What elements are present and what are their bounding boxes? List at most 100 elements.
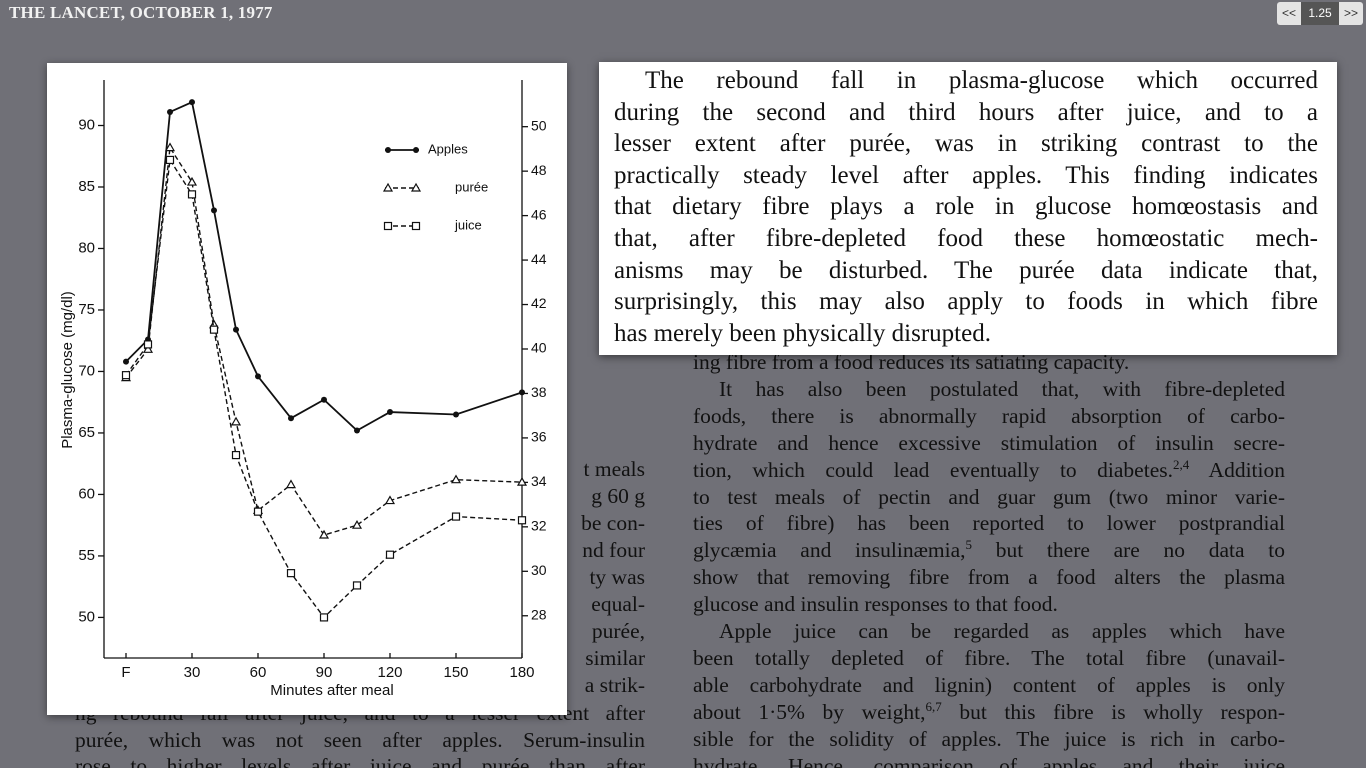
text-run: tion, which could lead eventually to dia… bbox=[693, 457, 1173, 482]
text-run: Addition bbox=[1189, 457, 1285, 482]
text-line: show that removing fibre from a food alt… bbox=[693, 565, 1285, 590]
prev-button[interactable]: << bbox=[1277, 2, 1301, 25]
y-tick-label: 85 bbox=[78, 178, 95, 195]
callout-line: has merely been physically disrupted. bbox=[614, 319, 991, 347]
point bbox=[321, 396, 327, 403]
y-axis-label: Plasma-glucose (mg/dl) bbox=[59, 291, 76, 449]
y2-tick-label: 36 bbox=[531, 429, 547, 445]
point bbox=[354, 427, 360, 434]
legend-marker bbox=[383, 221, 393, 231]
point bbox=[209, 325, 219, 334]
point bbox=[230, 416, 242, 426]
legend-marker bbox=[385, 147, 391, 153]
text-line: t meals bbox=[583, 457, 646, 481]
y2-tick-label: 38 bbox=[531, 384, 547, 400]
zoom-level: 1.25 bbox=[1301, 2, 1339, 25]
point bbox=[187, 190, 197, 199]
text-line: equal- bbox=[591, 592, 645, 616]
callout-line: anisms may be disturbed. The purée data … bbox=[614, 256, 1318, 284]
callout-line: that, after fibre-depleted food these ho… bbox=[614, 225, 1318, 252]
y-tick-label: 50 bbox=[78, 608, 95, 625]
text-line: glucose and insulin responses to that fo… bbox=[693, 592, 1058, 617]
y2-tick-label: 34 bbox=[531, 473, 547, 489]
legend-marker bbox=[410, 182, 422, 192]
point bbox=[253, 507, 263, 516]
text-run: about 1·5% by weight, bbox=[693, 699, 926, 724]
point bbox=[285, 479, 297, 489]
point bbox=[286, 569, 296, 578]
point bbox=[352, 581, 362, 590]
point bbox=[167, 108, 173, 115]
y2-tick-label: 48 bbox=[531, 162, 547, 178]
point bbox=[318, 529, 330, 539]
figure: Minutes after meal Plasma-glucose (mg/dl… bbox=[47, 63, 567, 715]
y2-tick-label: 46 bbox=[531, 206, 547, 222]
point bbox=[189, 99, 195, 106]
point bbox=[319, 613, 329, 622]
y2-tick-label: 44 bbox=[531, 251, 547, 267]
point bbox=[121, 371, 131, 380]
point bbox=[255, 373, 261, 380]
text-line: purée, which was not seen after apples. … bbox=[75, 727, 645, 752]
callout-line: lesser extent after purée, was in striki… bbox=[614, 130, 1318, 158]
callout: The rebound fall in plasma-glucose which… bbox=[599, 62, 1337, 355]
text-line: foods, there is abnormally rapid absorpt… bbox=[693, 403, 1285, 428]
text-run: glycæmia and insulinæmia, bbox=[693, 538, 966, 563]
series-line bbox=[125, 145, 523, 536]
text-run: but there are no data to bbox=[972, 538, 1285, 563]
chart: Minutes after meal Plasma-glucose (mg/dl… bbox=[59, 80, 547, 699]
zoom-control: << 1.25 >> bbox=[1277, 2, 1363, 25]
point bbox=[387, 409, 393, 416]
legend-marker bbox=[382, 182, 394, 192]
callout-line: The rebound fall in plasma-glucose which… bbox=[645, 67, 1318, 94]
y-tick-label: 70 bbox=[78, 362, 95, 379]
text-line: similar bbox=[585, 646, 645, 670]
legend-marker bbox=[413, 147, 419, 153]
text-line: tion, which could lead eventually to dia… bbox=[693, 457, 1285, 484]
y-tick-label: 60 bbox=[78, 485, 95, 502]
point bbox=[186, 176, 198, 186]
point bbox=[211, 207, 217, 214]
x-axis-label: Minutes after meal bbox=[270, 682, 393, 699]
y-tick-label: 90 bbox=[78, 116, 95, 133]
x-tick-label: 60 bbox=[250, 664, 267, 681]
legend-label: purée bbox=[455, 179, 488, 194]
legend-marker bbox=[411, 221, 421, 231]
y-tick-label: 80 bbox=[78, 239, 95, 256]
callout-line: practically steady level after apples. T… bbox=[614, 161, 1318, 189]
callout-line: that dietary fibre plays a role in gluco… bbox=[614, 193, 1318, 221]
text-line: be con- bbox=[581, 511, 645, 535]
point bbox=[517, 516, 527, 525]
footnote-ref: 2,4 bbox=[1173, 456, 1190, 472]
text-line: glycæmia and insulinæmia,5 but there are… bbox=[693, 537, 1285, 564]
text-line: rose to higher levels after juice and pu… bbox=[75, 754, 645, 768]
point bbox=[123, 358, 129, 365]
point bbox=[516, 476, 528, 486]
y2-tick-label: 28 bbox=[531, 606, 547, 622]
y2-tick-label: 42 bbox=[531, 295, 547, 311]
text-line: nd four bbox=[582, 538, 645, 562]
y2-tick-label: 50 bbox=[531, 117, 547, 133]
journal-header: THE LANCET, OCTOBER 1, 1977 bbox=[9, 3, 273, 22]
text-line: able carbohydrate and lignin) content of… bbox=[693, 672, 1285, 697]
point bbox=[142, 344, 154, 353]
y2-tick-label: 40 bbox=[531, 340, 547, 356]
point bbox=[288, 415, 294, 422]
next-button[interactable]: >> bbox=[1339, 2, 1363, 25]
x-tick-label: 180 bbox=[509, 664, 534, 681]
callout-line: surprisingly, this may also apply to foo… bbox=[614, 288, 1318, 316]
x-tick-label: 90 bbox=[316, 664, 333, 681]
x-tick-label: 30 bbox=[184, 664, 201, 681]
point bbox=[385, 550, 395, 559]
point bbox=[384, 495, 396, 505]
text-line: hydrate and hence excessive stimulation … bbox=[693, 430, 1285, 455]
point bbox=[165, 155, 175, 165]
point bbox=[351, 519, 363, 529]
text-line: a strik- bbox=[584, 673, 645, 697]
y-tick-label: 75 bbox=[78, 301, 95, 318]
point bbox=[231, 450, 241, 460]
point bbox=[453, 411, 459, 418]
y-tick-label: 55 bbox=[78, 547, 95, 564]
text-line: g 60 g bbox=[591, 484, 645, 508]
legend-label: juice bbox=[454, 217, 482, 232]
